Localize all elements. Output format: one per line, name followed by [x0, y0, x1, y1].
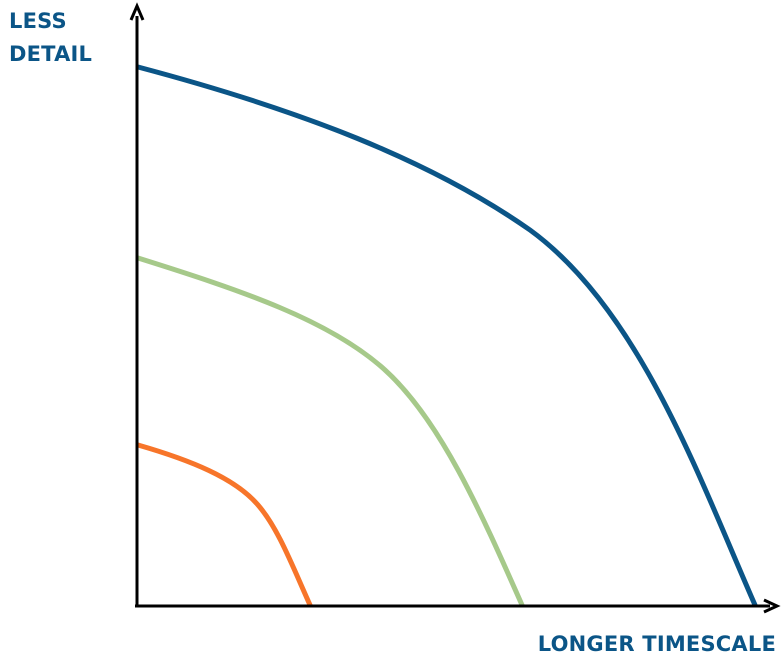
curve-middle [135, 255, 525, 608]
y-axis-label: LESS DETAIL [9, 5, 92, 71]
y-axis-label-line2: DETAIL [9, 42, 93, 66]
y-axis-arrowhead [129, 2, 145, 21]
x-axis-arrowhead [763, 598, 781, 614]
curve-outer [135, 64, 758, 608]
curve-inner [135, 442, 313, 608]
x-axis-label: LONGER TIMESCALE [537, 632, 776, 656]
y-axis-label-line1: LESS [9, 9, 67, 33]
